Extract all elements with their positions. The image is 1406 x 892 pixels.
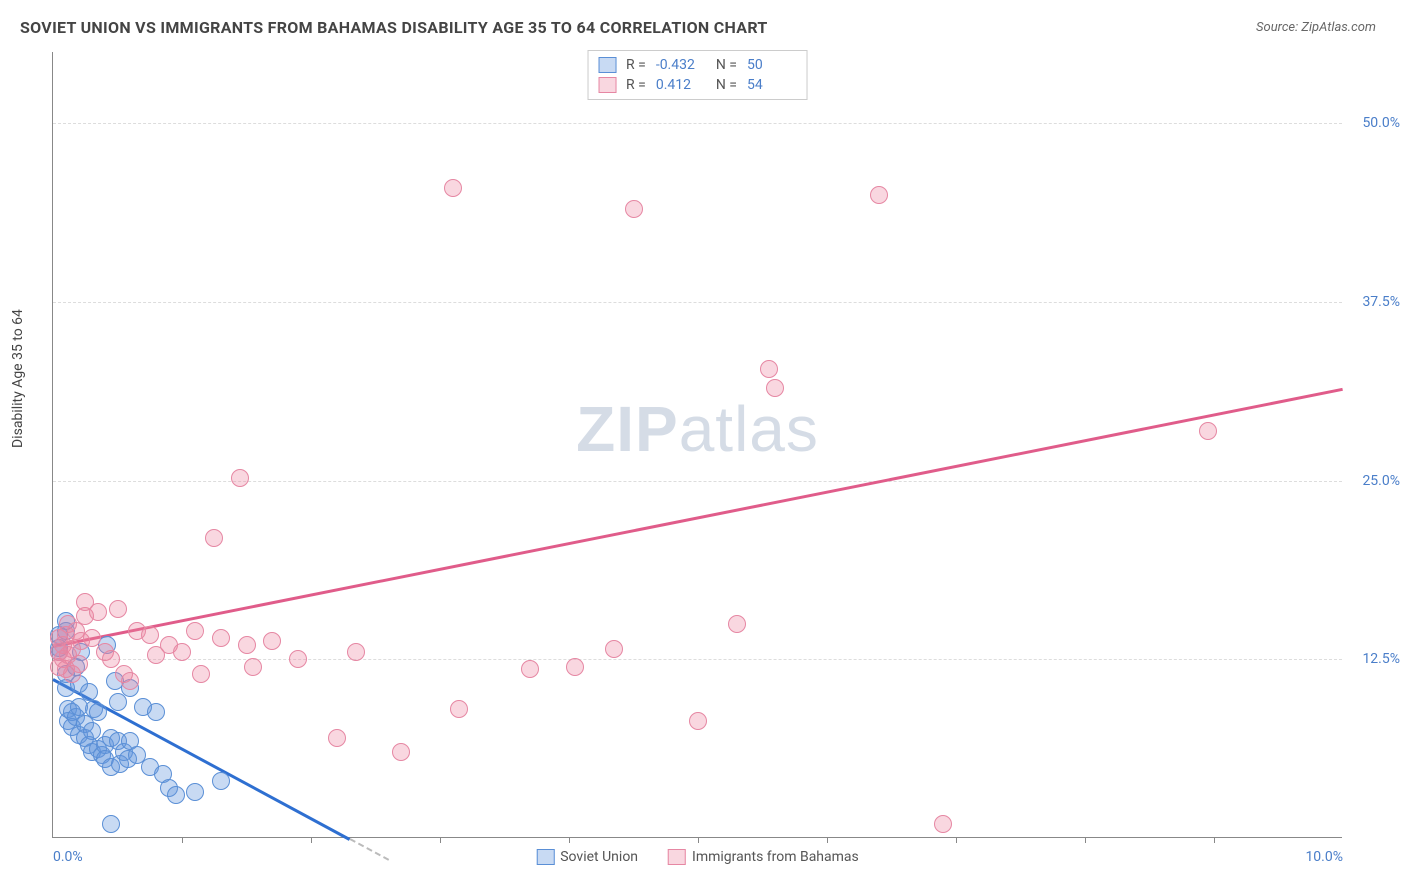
legend-n-label: N =	[716, 57, 737, 73]
data-point	[328, 729, 346, 747]
legend-r-value: 0.412	[656, 77, 706, 93]
data-point	[347, 643, 365, 661]
data-point	[238, 636, 256, 654]
data-point	[244, 658, 262, 676]
legend-series-label: Immigrants from Bahamas	[692, 849, 859, 865]
plot-area: ZIPatlas R =-0.432N =50R =0.412N =54 Sov…	[52, 52, 1342, 838]
trend-line	[53, 388, 1344, 648]
legend-r-label: R =	[626, 57, 646, 73]
data-point	[263, 632, 281, 650]
x-tick-mark	[956, 837, 957, 843]
data-point	[1199, 422, 1217, 440]
data-point	[212, 629, 230, 647]
data-point	[173, 643, 191, 661]
watermark: ZIPatlas	[576, 392, 819, 466]
data-point	[70, 655, 88, 673]
data-point	[141, 626, 159, 644]
legend-swatch	[598, 57, 616, 73]
legend-correlation: R = -0.432 N = 50 R = 0.412 N = 54	[587, 50, 808, 100]
data-point	[566, 658, 584, 676]
x-tick-mark	[1085, 837, 1086, 843]
data-point	[147, 703, 165, 721]
x-tick-mark	[311, 837, 312, 843]
source-label: Source: ZipAtlas.com	[1256, 20, 1376, 35]
x-tick-mark	[827, 837, 828, 843]
data-point	[80, 683, 98, 701]
x-tick-mark	[569, 837, 570, 843]
legend-series-item: Immigrants from Bahamas	[668, 849, 859, 865]
legend-correlation-row: R = -0.432 N = 50	[598, 55, 797, 75]
y-tick-label: 12.5%	[1362, 651, 1400, 667]
data-point	[760, 360, 778, 378]
legend-series-label: Soviet Union	[560, 849, 638, 865]
data-point	[870, 186, 888, 204]
data-point	[186, 622, 204, 640]
x-tick-label: 10.0%	[1305, 849, 1343, 865]
data-point	[212, 772, 230, 790]
legend-n-value: 50	[747, 57, 797, 73]
legend-swatch	[536, 849, 554, 865]
legend-series-item: Soviet Union	[536, 849, 638, 865]
legend-n-value: 54	[747, 77, 797, 93]
x-tick-mark	[440, 837, 441, 843]
chart-title: SOVIET UNION VS IMMIGRANTS FROM BAHAMAS …	[20, 18, 768, 37]
data-point	[605, 640, 623, 658]
legend-series: Soviet Union Immigrants from Bahamas	[536, 849, 859, 865]
data-point	[192, 665, 210, 683]
legend-r-value: -0.432	[656, 57, 706, 73]
data-point	[109, 693, 127, 711]
data-point	[186, 783, 204, 801]
y-tick-label: 25.0%	[1362, 473, 1400, 489]
data-point	[289, 650, 307, 668]
data-point	[121, 672, 139, 690]
data-point	[392, 743, 410, 761]
data-point	[625, 200, 643, 218]
data-point	[521, 660, 539, 678]
trend-line-extrapolation	[349, 838, 389, 861]
x-tick-mark	[1214, 837, 1215, 843]
data-point	[102, 815, 120, 833]
x-tick-label: 0.0%	[53, 849, 83, 865]
data-point	[109, 600, 127, 618]
y-tick-label: 37.5%	[1362, 294, 1400, 310]
data-point	[205, 529, 223, 547]
data-point	[89, 603, 107, 621]
data-point	[689, 712, 707, 730]
watermark-rest: atlas	[679, 393, 819, 465]
y-tick-label: 50.0%	[1362, 115, 1400, 131]
data-point	[231, 469, 249, 487]
legend-swatch	[668, 849, 686, 865]
gridline-horizontal	[53, 123, 1342, 124]
gridline-horizontal	[53, 302, 1342, 303]
watermark-bold: ZIP	[576, 393, 679, 465]
data-point	[444, 179, 462, 197]
legend-swatch	[598, 77, 616, 93]
data-point	[766, 379, 784, 397]
x-tick-mark	[182, 837, 183, 843]
data-point	[728, 615, 746, 633]
legend-correlation-row: R = 0.412 N = 54	[598, 75, 797, 95]
legend-r-label: R =	[626, 77, 646, 93]
x-tick-mark	[698, 837, 699, 843]
data-point	[167, 786, 185, 804]
legend-n-label: N =	[716, 77, 737, 93]
data-point	[934, 815, 952, 833]
data-point	[450, 700, 468, 718]
data-point	[89, 703, 107, 721]
y-axis-label: Disability Age 35 to 64	[10, 309, 26, 448]
